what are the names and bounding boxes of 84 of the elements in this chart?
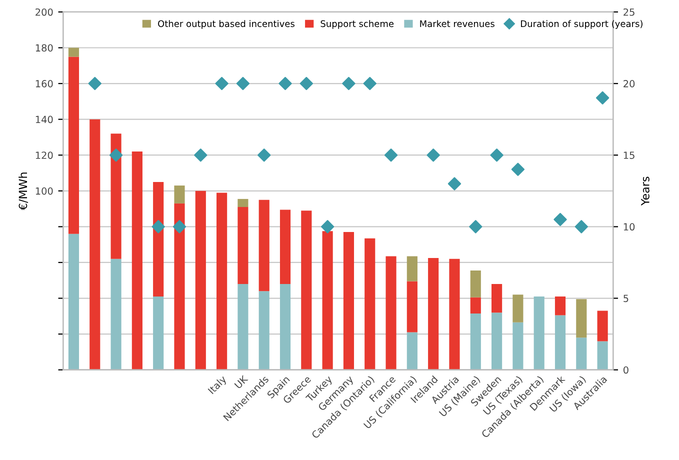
legend-label: Duration of support (years): [521, 20, 642, 29]
point: [215, 76, 228, 90]
bar: [153, 296, 164, 370]
y-axis-title: €/MWh: [18, 172, 28, 210]
point: [511, 162, 525, 176]
bar: [68, 48, 80, 57]
bar: [174, 203, 185, 370]
point: [448, 177, 462, 190]
y-tick-label: 140: [36, 116, 53, 124]
bar: [554, 296, 566, 316]
bar: [576, 299, 587, 338]
bar: [428, 258, 439, 370]
y-tick-label: 100: [36, 187, 53, 195]
bar: [258, 200, 270, 292]
point: [574, 220, 588, 234]
y2-tick-label: 20: [624, 80, 635, 88]
y-tick-label: 120: [36, 152, 53, 159]
bar: [280, 284, 291, 370]
y2-tick-label: 0: [624, 366, 628, 374]
bar: [512, 294, 524, 322]
y2-axis-title: Years: [641, 176, 650, 206]
point: [342, 76, 356, 90]
point: [554, 212, 567, 226]
bar: [597, 310, 608, 342]
bar: [449, 258, 460, 370]
bar: [280, 210, 291, 284]
bar: [258, 291, 270, 370]
point: [88, 76, 102, 90]
point: [109, 148, 123, 162]
bar: [343, 232, 354, 370]
bar: [406, 281, 418, 332]
y2-tick-label: 5: [624, 294, 628, 302]
point: [300, 76, 313, 90]
bar: [470, 313, 481, 370]
bar: [238, 207, 248, 284]
bar: [554, 315, 566, 370]
bar: [195, 190, 206, 370]
bar: [153, 182, 164, 296]
legend-label: Support scheme: [320, 20, 394, 29]
point: [363, 76, 376, 90]
y2-tick-label: 10: [624, 223, 635, 231]
bar: [132, 152, 142, 370]
bar: [406, 256, 418, 282]
legend-label: Other output based incentives: [158, 20, 294, 29]
bar: [597, 341, 608, 370]
point: [172, 220, 186, 234]
y-tick-label: 180: [36, 44, 53, 52]
legend-label: Market revenues: [420, 20, 494, 28]
point: [258, 148, 271, 162]
bar: [576, 338, 587, 370]
y-tick-label: 200: [36, 8, 53, 16]
bar: [386, 256, 396, 370]
point: [426, 148, 440, 162]
bar: [110, 258, 122, 370]
bar: [492, 284, 502, 313]
y-tick-label: 160: [36, 80, 53, 88]
bar: [406, 332, 418, 370]
point: [236, 76, 250, 90]
point: [596, 91, 610, 104]
point: [320, 220, 334, 234]
bar: [90, 119, 100, 370]
bar: [364, 238, 376, 370]
bar: [492, 312, 502, 370]
bar: [238, 198, 248, 208]
point: [278, 76, 292, 90]
bar: [238, 284, 248, 370]
y2-tick-label: 25: [624, 8, 634, 16]
bar: [68, 56, 80, 234]
point: [490, 148, 504, 162]
bar: [512, 322, 524, 370]
bar: [174, 186, 185, 204]
bar: [534, 296, 544, 370]
bar: [301, 210, 312, 370]
y2-tick-label: 15: [624, 152, 634, 159]
bar: [68, 234, 80, 370]
point: [384, 148, 398, 162]
bar: [470, 297, 481, 314]
point: [152, 220, 165, 234]
point: [194, 148, 208, 162]
bar: [216, 192, 228, 370]
bar: [110, 134, 122, 259]
bar: [470, 270, 481, 298]
bar: [322, 231, 333, 370]
point: [469, 220, 482, 234]
